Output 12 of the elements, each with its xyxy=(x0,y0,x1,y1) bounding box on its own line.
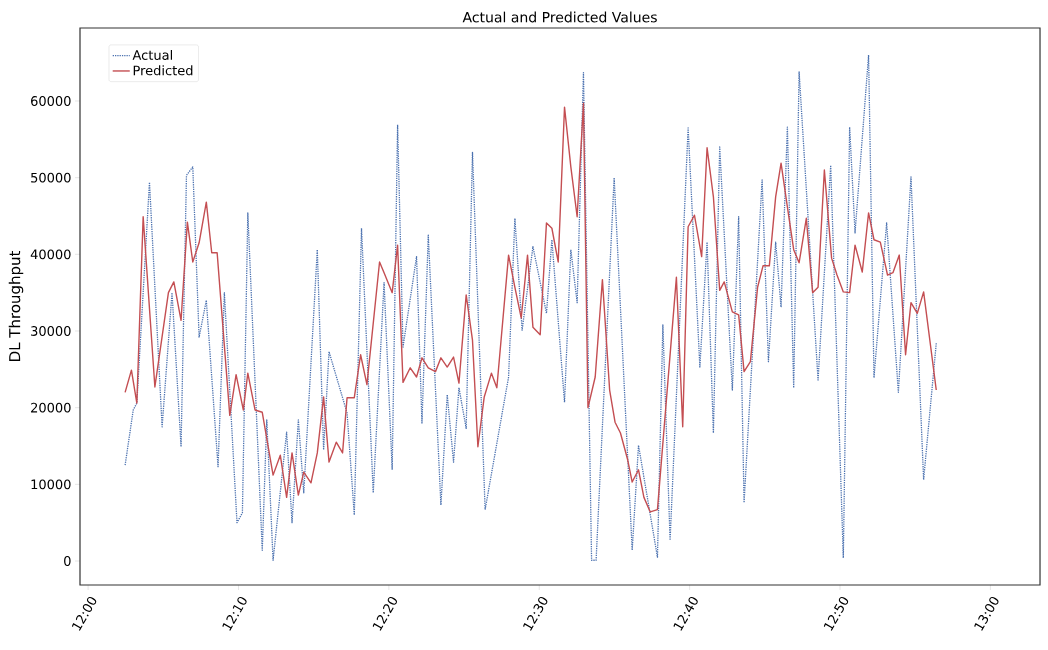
line-series xyxy=(124,102,937,513)
y-tick-label: 0 xyxy=(64,556,71,566)
y-tick-label: 50000 xyxy=(31,172,71,183)
chart-title: Actual and Predicted Values xyxy=(462,11,657,23)
y-tick-label: 60000 xyxy=(31,96,71,106)
y-tick-label: 30000 xyxy=(31,326,71,336)
y-tick-label: 20000 xyxy=(31,402,71,413)
legend-label: Predicted xyxy=(133,65,193,76)
y-axis-title: DL Throughput xyxy=(8,250,24,361)
y-tick-label: 10000 xyxy=(31,479,71,490)
legend-label: Actual xyxy=(132,49,172,60)
y-tick-label: 40000 xyxy=(30,249,71,260)
